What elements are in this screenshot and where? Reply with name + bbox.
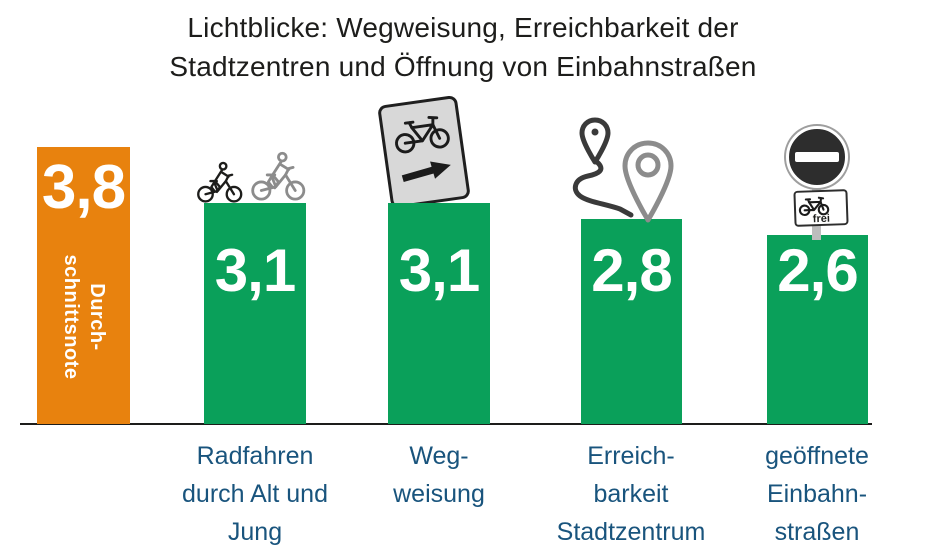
bar-radfahren bbox=[204, 203, 306, 424]
bicycle-icon bbox=[796, 193, 847, 217]
arrow-right-icon bbox=[397, 154, 457, 191]
x-axis-line bbox=[20, 423, 872, 425]
bar-value: 3,1 bbox=[398, 237, 480, 304]
cyclist-small-icon bbox=[196, 161, 243, 203]
category-label-erreichbarkeit: Erreich- barkeit Stadtzentrum bbox=[556, 442, 706, 546]
bar-wegweisung bbox=[388, 203, 490, 424]
bar-einbahnstrassen bbox=[767, 235, 868, 424]
bar-average: 3,8 Durch- schnittsnote bbox=[37, 147, 130, 424]
bike-direction-sign-icon bbox=[377, 94, 471, 210]
no-entry-bar bbox=[795, 152, 839, 162]
bike-frei-sign-icon: frei bbox=[793, 189, 849, 227]
cyclist-large-icon bbox=[250, 151, 306, 201]
route-pins-icon bbox=[570, 116, 676, 224]
bicycle-icon bbox=[390, 107, 453, 157]
bar-value: 2,6 bbox=[777, 237, 858, 304]
bar-erreichbarkeit bbox=[581, 219, 682, 424]
category-label-wegweisung: Weg- weisung bbox=[393, 442, 485, 508]
average-value: 3,8 bbox=[41, 153, 126, 222]
chart-title: Lichtblicke: Wegweisung, Erreichbarkeit … bbox=[169, 12, 757, 82]
no-entry-sign-icon bbox=[786, 126, 848, 188]
category-label-einbahnstrassen: geöffnete Einbahn- straßen bbox=[765, 442, 869, 546]
average-axis-label: Durch- schnittsnote bbox=[59, 254, 108, 380]
bar-value: 2,8 bbox=[591, 237, 672, 304]
category-label-radfahren: Radfahren durch Alt und Jung bbox=[182, 442, 328, 546]
bar-value: 3,1 bbox=[214, 237, 296, 304]
